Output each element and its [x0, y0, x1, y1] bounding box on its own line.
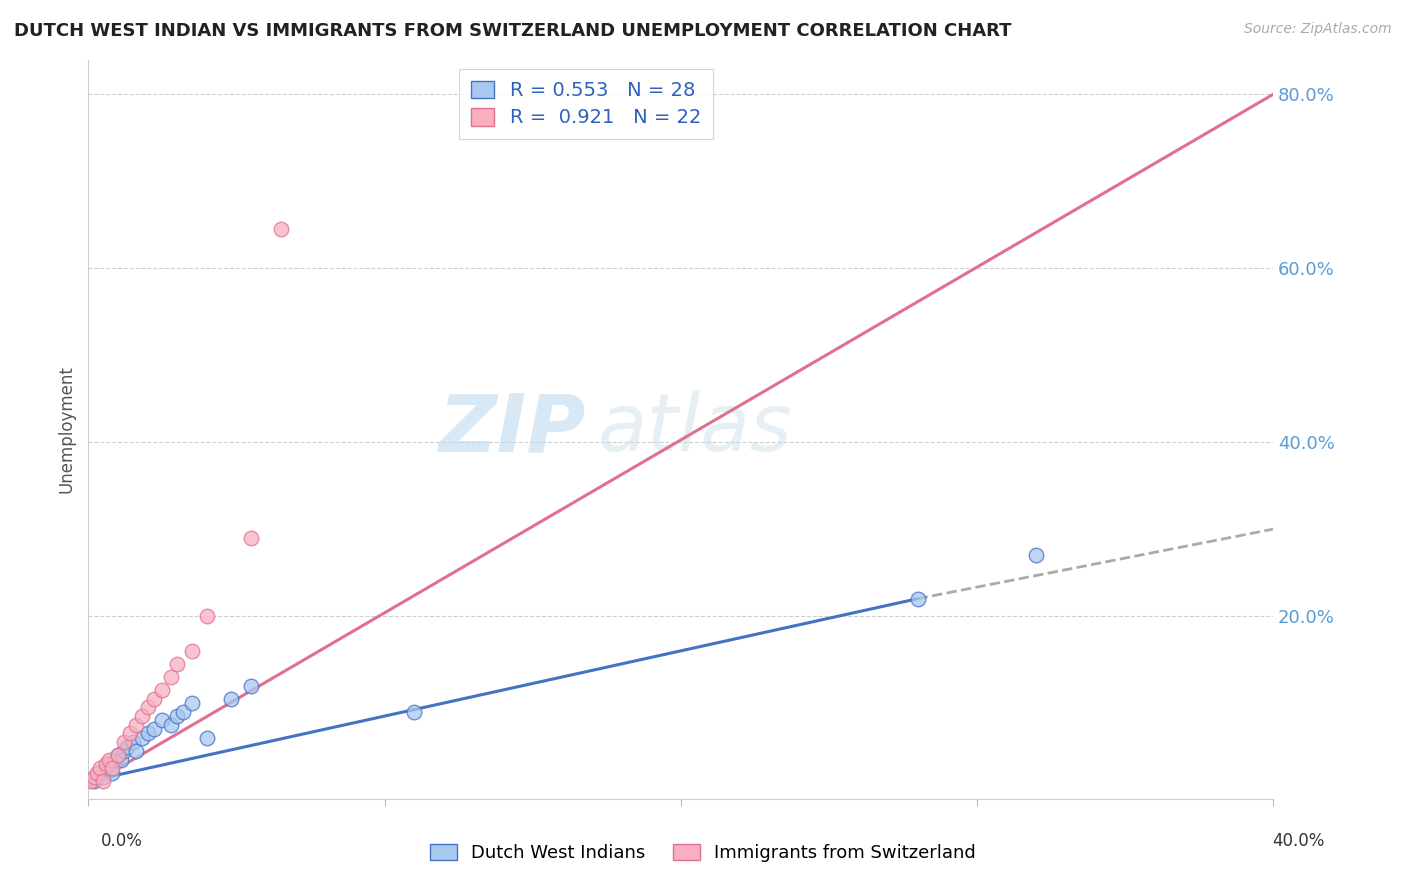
Text: 40.0%: 40.0%	[1272, 832, 1324, 850]
Point	[86, 770, 108, 784]
Point	[131, 731, 153, 745]
Point	[121, 735, 143, 749]
Point	[160, 670, 183, 684]
Point	[112, 735, 135, 749]
Point	[240, 679, 263, 693]
Point	[91, 774, 114, 789]
Point	[1025, 548, 1047, 562]
Point	[94, 756, 117, 771]
Point	[166, 657, 188, 671]
Point	[152, 683, 174, 698]
Point	[195, 609, 218, 624]
Point	[112, 744, 135, 758]
Point	[219, 691, 242, 706]
Point	[98, 756, 121, 771]
Point	[89, 765, 111, 780]
Text: DUTCH WEST INDIAN VS IMMIGRANTS FROM SWITZERLAND UNEMPLOYMENT CORRELATION CHART: DUTCH WEST INDIAN VS IMMIGRANTS FROM SWI…	[14, 22, 1011, 40]
Point	[98, 753, 121, 767]
Point	[125, 744, 148, 758]
Point	[166, 709, 188, 723]
Point	[83, 770, 105, 784]
Point	[160, 718, 183, 732]
Point	[270, 222, 292, 236]
Text: Source: ZipAtlas.com: Source: ZipAtlas.com	[1244, 22, 1392, 37]
Point	[104, 753, 127, 767]
Point	[110, 753, 132, 767]
Point	[101, 765, 124, 780]
Point	[142, 722, 165, 736]
Point	[181, 696, 204, 710]
Point	[107, 748, 129, 763]
Point	[240, 531, 263, 545]
Point	[80, 774, 103, 789]
Point	[91, 770, 114, 784]
Point	[89, 761, 111, 775]
Point	[136, 726, 159, 740]
Point	[172, 705, 194, 719]
Point	[86, 765, 108, 780]
Y-axis label: Unemployment: Unemployment	[58, 365, 75, 493]
Legend: R = 0.553   N = 28, R =  0.921   N = 22: R = 0.553 N = 28, R = 0.921 N = 22	[460, 70, 713, 139]
Point	[907, 591, 929, 606]
Text: atlas: atlas	[598, 390, 793, 468]
Point	[118, 726, 141, 740]
Point	[125, 718, 148, 732]
Point	[115, 739, 138, 754]
Point	[195, 731, 218, 745]
Legend: Dutch West Indians, Immigrants from Switzerland: Dutch West Indians, Immigrants from Swit…	[423, 837, 983, 870]
Point	[131, 709, 153, 723]
Point	[152, 714, 174, 728]
Point	[83, 774, 105, 789]
Point	[404, 705, 426, 719]
Text: ZIP: ZIP	[439, 390, 586, 468]
Point	[136, 700, 159, 714]
Text: 0.0%: 0.0%	[101, 832, 143, 850]
Point	[142, 691, 165, 706]
Point	[107, 748, 129, 763]
Point	[101, 761, 124, 775]
Point	[94, 761, 117, 775]
Point	[181, 644, 204, 658]
